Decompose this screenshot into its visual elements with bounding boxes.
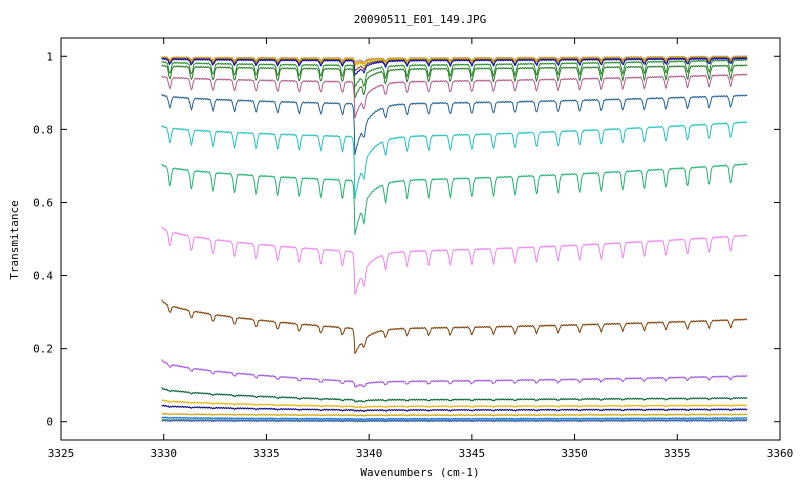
x-tick-label: 3335 <box>253 447 280 460</box>
x-tick-label: 3355 <box>664 447 691 460</box>
x-tick-label: 3340 <box>356 447 383 460</box>
x-tick-label: 3345 <box>459 447 486 460</box>
x-tick-label: 3360 <box>767 447 794 460</box>
series-line <box>161 404 748 413</box>
y-axis-label: Transmitance <box>8 200 21 279</box>
series-line <box>161 73 748 119</box>
y-tick-label: 0.4 <box>33 270 53 283</box>
y-tick-label: 0.6 <box>33 196 53 209</box>
series-line <box>161 419 748 423</box>
series-line <box>161 226 748 296</box>
series-line <box>161 399 748 409</box>
x-axis: 3325 3330 3335 3340 3345 3350 3355 3360 <box>48 38 794 460</box>
series-line <box>161 412 748 417</box>
series-line <box>161 121 748 199</box>
series-line <box>161 386 748 403</box>
series-line <box>161 416 748 421</box>
y-tick-label: 1 <box>46 50 53 63</box>
series-line <box>161 64 748 99</box>
series-line <box>161 58 748 89</box>
series-line <box>161 93 748 155</box>
x-axis-label: Wavenumbers (cm-1) <box>360 466 479 479</box>
series-group <box>161 55 748 423</box>
series-line <box>161 163 748 236</box>
y-tick-label: 0.2 <box>33 343 53 356</box>
y-tick-label: 0 <box>46 416 53 429</box>
x-tick-label: 3350 <box>561 447 588 460</box>
y-axis: 0 0.2 0.4 0.6 0.8 1 <box>33 50 780 429</box>
series-line <box>161 57 748 78</box>
x-tick-label: 3325 <box>48 447 75 460</box>
chart-title: 20090511_E01_149.JPG <box>354 13 486 26</box>
x-tick-label: 3330 <box>150 447 177 460</box>
series-line <box>161 299 748 355</box>
series-line <box>161 359 748 388</box>
plot-frame <box>60 37 781 441</box>
y-tick-label: 0.8 <box>33 123 53 136</box>
